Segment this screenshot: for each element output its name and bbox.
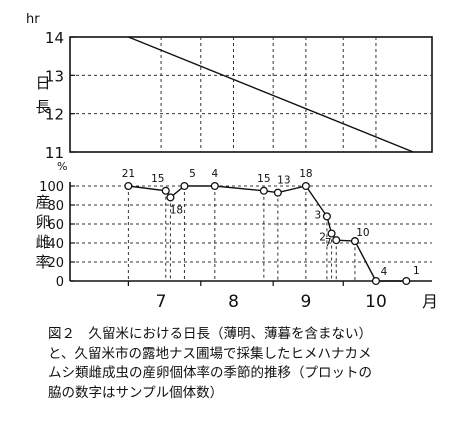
y-unit: hr [26,12,40,27]
data-point [210,181,219,191]
y-tick-label: 40 [47,237,64,252]
y-tick-label: 60 [47,218,64,233]
data-point [350,237,359,246]
sample-size-label: 21 [122,168,135,180]
y-tick-label: 14 [45,29,64,47]
y-tick-label: 100 [39,180,64,195]
data-point [322,212,331,221]
data-point [332,236,341,245]
data-point [327,229,336,238]
data-point [402,276,411,286]
caption-line: 脇の数字はサンプル個体数） [48,384,224,401]
y-unit: % [57,160,67,173]
caption-line: 図２ 久留米における日長（薄明、薄暮を含まない） [48,326,372,342]
data-point [273,188,282,197]
daylength-line [128,36,414,153]
data-point [180,181,189,191]
y-tick-label: 12 [45,106,64,124]
figure-caption: 図２ 久留米における日長（薄明、薄暮を含まない） と、久留米市の露地ナス圃場で採… [48,325,458,403]
y-tick-label: 0 [56,275,64,290]
data-point [301,181,310,191]
caption-line: ムシ類雌成虫の産卵個体率の季節的推移（プロットの [48,365,372,381]
daylength-frame [69,36,433,153]
sample-size-label: 10 [356,227,369,239]
y-tick-label: 20 [47,256,64,271]
sample-size-label: 2 [319,232,326,244]
x-unit: 月 [422,292,438,311]
data-point [166,193,175,202]
x-tick-label: 7 [156,292,167,312]
y-axis-label: 率 [35,253,50,271]
data-point [161,186,170,195]
sample-size-label: 18 [299,168,312,180]
data-point [259,186,268,195]
x-tick-label: 8 [228,292,239,312]
x-tick-label: 10 [365,292,387,312]
y-axis-label: 卵 [35,213,50,231]
data-point [371,276,380,286]
sample-size-label: 5 [189,168,196,180]
sample-size-label: 3 [315,209,322,221]
daylength-panel: 11 12 13 14 hr 日長 [26,12,433,162]
month-axis: 7 8 9 10 月 [127,281,438,312]
caption-line: と、久留米市の露地ナス圃場で採集したヒメハナカメ [48,345,372,362]
data-point [124,181,133,191]
y-axis-label: 日 [35,74,50,92]
y-axis-label: 産 [35,193,50,211]
y-tick-label: 80 [47,199,64,214]
sample-size-label: 4 [381,266,388,278]
x-tick-label: 9 [300,292,311,312]
sample-size-label: 1 [413,265,420,277]
sample-size-label: 15 [257,173,270,185]
y-axis-label: 長 [35,98,50,116]
sample-size-label: 13 [277,175,290,187]
sample-size-label: 15 [151,173,164,185]
sample-size-label: 18 [170,204,183,216]
y-axis-label: 雌 [35,233,50,251]
y-tick-label: 13 [45,67,64,85]
y-tick-label: 11 [45,144,64,162]
sample-size-label: 7 [325,237,332,249]
sample-size-label: 4 [211,168,218,180]
